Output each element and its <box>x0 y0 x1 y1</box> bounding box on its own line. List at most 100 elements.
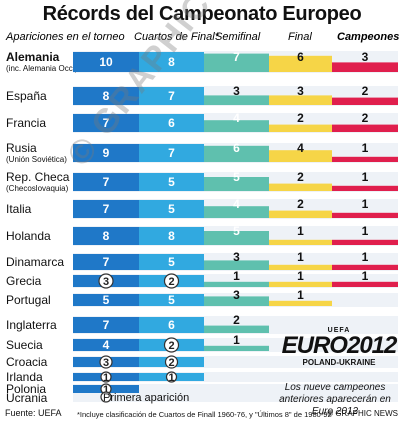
header-semifinal: Semifinal <box>215 31 261 43</box>
value-label-campeones: 2 <box>362 111 369 125</box>
bar-cuartos <box>139 114 204 132</box>
first-appearance-marker <box>164 355 179 369</box>
value-label-final: 1 <box>297 250 304 264</box>
value-label-cuartos: 6 <box>168 116 175 130</box>
value-label-cuartos: 6 <box>168 318 175 332</box>
table-row: Rep. Checa(Checoslovaquia) 7 5 5 2 1 <box>6 170 398 193</box>
bar-cuartos <box>139 200 204 218</box>
first-appearance-marker <box>100 391 112 403</box>
bar-cuartos <box>139 294 204 306</box>
value-label-apariciones: 3 <box>103 276 109 288</box>
bar-campeones <box>332 281 398 287</box>
first-appearance-marker <box>98 273 114 289</box>
row-band <box>73 394 398 402</box>
value-label-apariciones: 7 <box>103 116 110 130</box>
bar-semifinal <box>204 325 269 333</box>
table-row: Francia 7 6 4 2 2 <box>6 111 398 133</box>
bar-apariciones <box>73 144 139 162</box>
header-apariciones: Apariciones en el torneo <box>5 31 125 43</box>
country-label: Inglaterra <box>6 318 57 332</box>
value-label-campeones: 1 <box>362 250 369 264</box>
euro2012-logo: UEFA EURO2012 POLAND-UKRAINE <box>278 327 400 367</box>
table-row: Alemania(inc. Alemania Occ.) 10 8 7 6 3 <box>6 50 398 73</box>
bar-final <box>269 210 332 218</box>
value-label-cuartos: 7 <box>168 146 175 160</box>
value-label-campeones: 1 <box>362 224 369 238</box>
bar-semifinal <box>204 260 269 270</box>
value-label-cuartos: 8 <box>168 55 175 69</box>
value-label-apariciones: 7 <box>103 202 110 216</box>
value-label-final: 1 <box>297 269 304 283</box>
bar-semifinal <box>204 95 269 105</box>
value-label-apariciones: 9 <box>103 146 110 160</box>
footnote-text: *Incluye clasificación de Cuartos de Fin… <box>77 410 332 419</box>
bar-semifinal <box>204 345 269 351</box>
bar-campeones <box>332 97 398 105</box>
value-label-apariciones: 1 <box>103 384 109 396</box>
bar-campeones <box>332 156 398 162</box>
bar-cuartos <box>139 317 204 333</box>
bar-cuartos <box>139 227 204 245</box>
country-label: Alemania <box>6 50 60 64</box>
value-label-cuartos: 1 <box>168 372 174 384</box>
row-band <box>73 384 398 394</box>
value-label-cuartos: 2 <box>168 357 174 369</box>
value-label-apariciones: 3 <box>103 357 109 369</box>
bar-apariciones <box>73 200 139 218</box>
bar-final <box>269 300 332 306</box>
value-label-semifinal: 3 <box>233 250 240 264</box>
value-label-semifinal: 4 <box>233 197 240 211</box>
bar-semifinal <box>204 296 269 306</box>
country-label: Francia <box>6 116 46 130</box>
bar-cuartos <box>139 254 204 270</box>
country-label: Grecia <box>6 274 42 288</box>
bar-semifinal <box>204 231 269 245</box>
value-label-semifinal: 3 <box>233 288 240 302</box>
bar-cuartos <box>139 173 204 191</box>
bar-semifinal <box>204 145 269 162</box>
bar-final <box>269 281 332 287</box>
country-label: Rep. Checa <box>6 170 70 184</box>
logo-euro: EURO2012 <box>281 332 398 359</box>
bar-campeones <box>332 62 398 72</box>
bar-cuartos <box>139 87 204 105</box>
value-label-semifinal: 5 <box>233 224 240 238</box>
column-headers: Apariciones en el torneo Cuartos de Fina… <box>5 31 399 43</box>
value-label-cuartos: 2 <box>168 276 174 288</box>
legend-primera-aparicion: Primera aparición <box>103 392 190 404</box>
table-row: Portugal 5 5 3 1 <box>6 288 398 307</box>
table-row: Grecia 3 2 1 1 1 <box>6 269 398 289</box>
bar-final <box>269 95 332 105</box>
value-label-semifinal: 6 <box>233 141 240 155</box>
first-appearance-marker <box>163 273 180 289</box>
table-row: Ucrania <box>6 391 398 405</box>
country-label: Ucrania <box>6 391 48 405</box>
value-label-campeones: 1 <box>362 141 369 155</box>
champions-note: Los nueve campeones anteriores aparecerá… <box>279 382 391 417</box>
table-row: Suecia 4 2 1 <box>6 333 398 353</box>
bar-final <box>269 183 332 191</box>
country-label: Dinamarca <box>6 255 64 269</box>
table-row: Inglaterra 7 6 2 <box>6 313 398 334</box>
table-row: Irlanda 1 1 <box>6 370 398 384</box>
table-row: Polonia 1 <box>6 382 398 396</box>
bar-semifinal <box>204 53 269 72</box>
bar-semifinal <box>204 206 269 218</box>
value-label-campeones: 3 <box>362 50 369 64</box>
value-label-semifinal: 3 <box>233 84 240 98</box>
value-label-apariciones: 8 <box>103 229 110 243</box>
value-label-semifinal: 5 <box>233 170 240 184</box>
value-label-apariciones: 7 <box>103 318 110 332</box>
country-sublabel: (Unión Soviética) <box>6 155 67 164</box>
table-row: Croacia 3 2 <box>6 355 398 369</box>
logo-uefa: UEFA <box>327 327 351 334</box>
bar-apariciones <box>73 294 139 306</box>
bar-semifinal <box>204 120 269 132</box>
table-row: Italia 7 5 4 2 1 <box>6 197 398 219</box>
value-label-final: 6 <box>297 50 304 64</box>
header-cuartos: Cuartos de Final* <box>134 31 220 43</box>
country-sublabel: (Checoslovaquia) <box>6 184 69 193</box>
value-label-semifinal: 4 <box>233 111 240 125</box>
first-appearance-marker <box>99 355 113 369</box>
